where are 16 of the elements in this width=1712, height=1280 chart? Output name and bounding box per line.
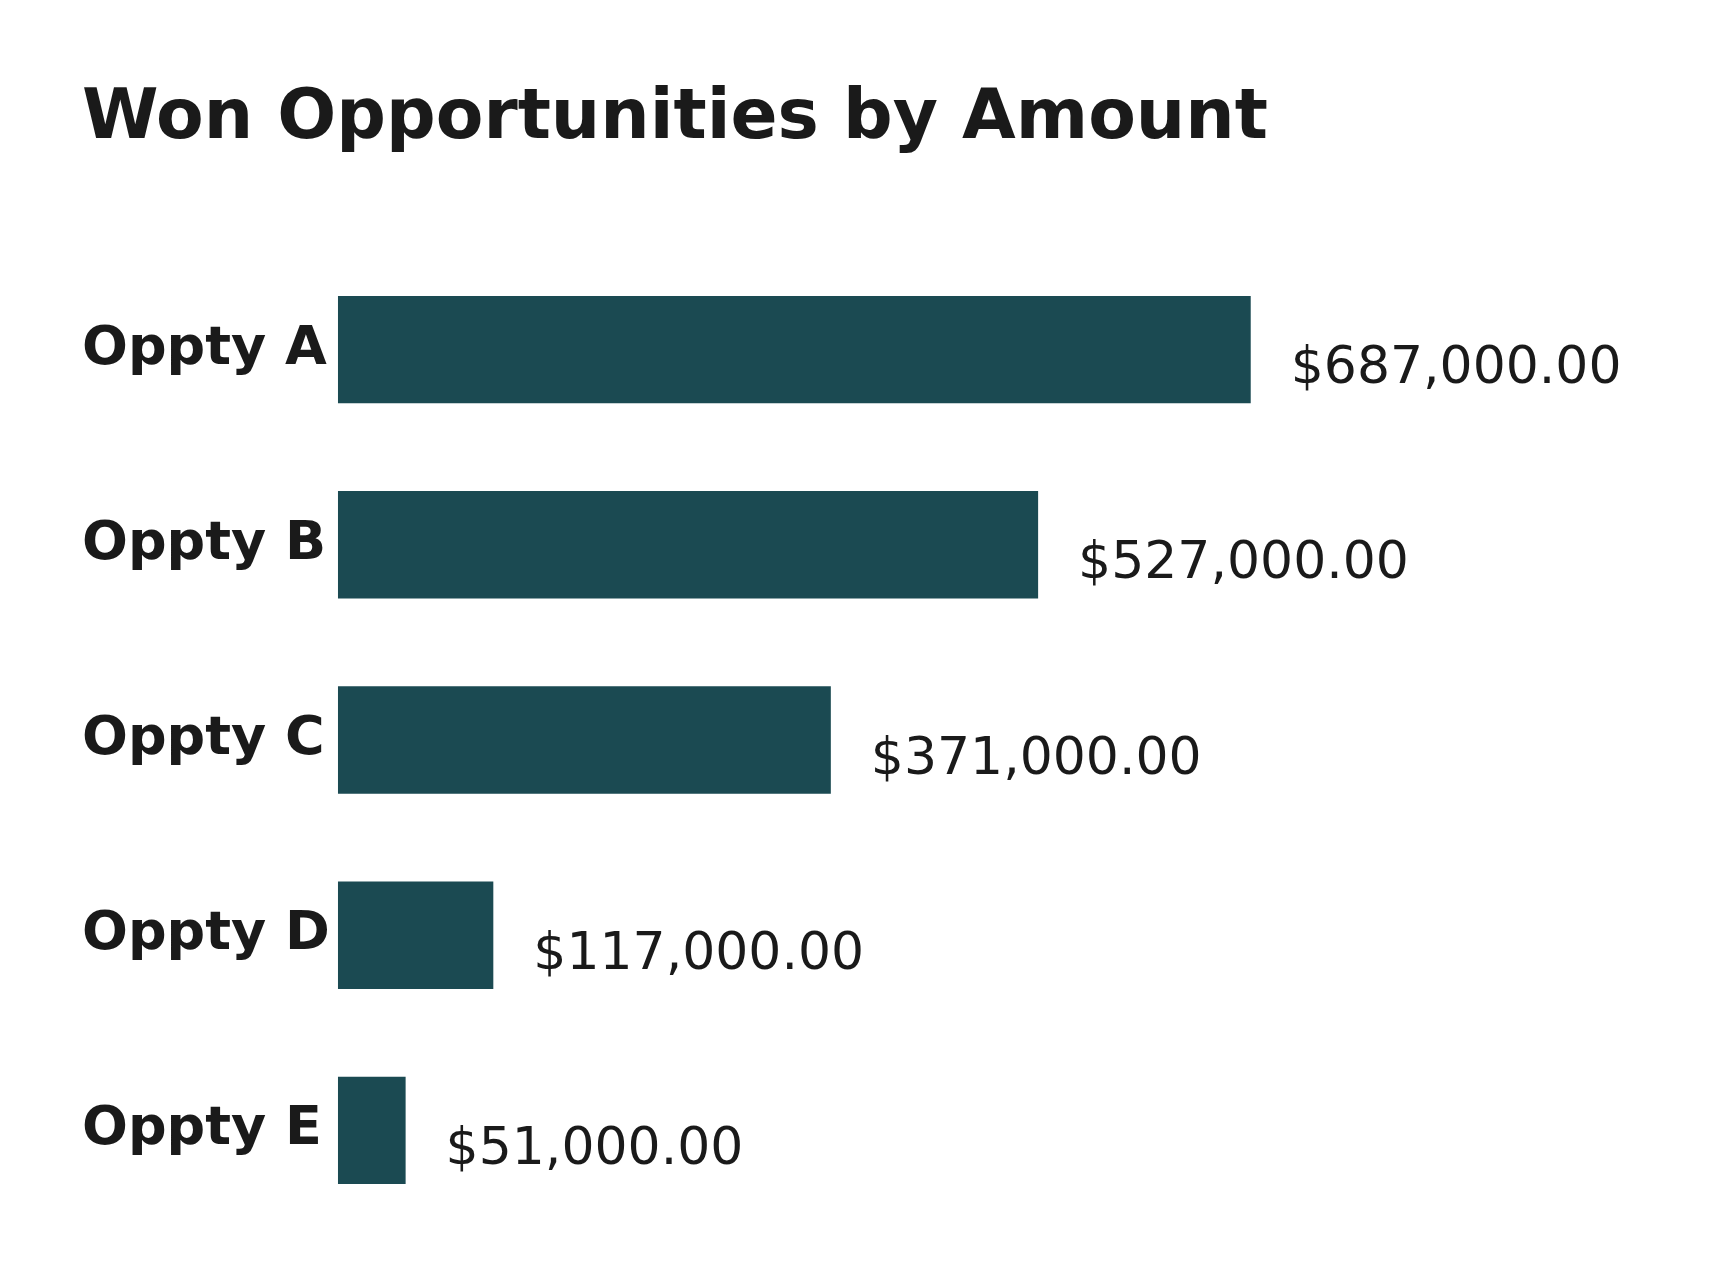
y-tick-label: Oppty E — [82, 1094, 322, 1158]
data-label: $371,000.00 — [870, 725, 1202, 786]
bar — [337, 491, 1039, 599]
y-tick-label: Oppty C — [82, 704, 325, 768]
y-tick-label: Oppty A — [82, 313, 328, 377]
y-tick-label: Oppty B — [82, 508, 327, 572]
y-tick-label: Oppty D — [82, 899, 330, 963]
data-label: $527,000.00 — [1078, 530, 1409, 591]
data-label: $117,000.00 — [533, 920, 865, 981]
bar — [337, 1076, 406, 1185]
data-label: $51,000.00 — [445, 1115, 744, 1176]
bar — [337, 295, 1251, 404]
data-label: $687,000.00 — [1290, 335, 1622, 396]
bar — [337, 881, 494, 989]
chart-title: Won Opportunities by Amount — [82, 72, 1268, 155]
bar — [337, 686, 831, 794]
